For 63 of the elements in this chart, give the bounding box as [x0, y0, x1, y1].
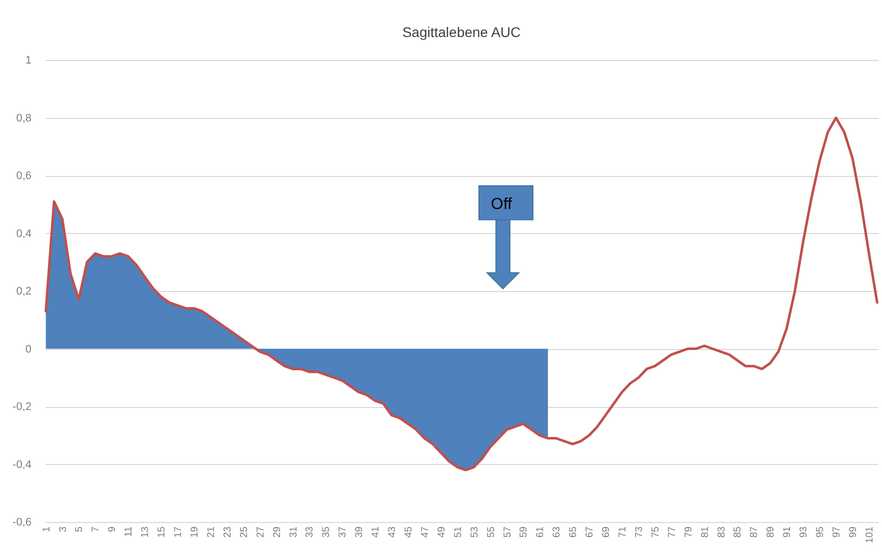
x-tick-label: 71: [618, 526, 629, 538]
x-tick-label: 23: [222, 526, 234, 538]
x-tick-label: 91: [782, 526, 794, 538]
x-tick-label: 43: [387, 526, 398, 538]
x-tick-label: 87: [749, 526, 760, 538]
annotation: Off: [490, 196, 513, 213]
y-tick-label: 0,2: [16, 286, 32, 298]
y-tick-label: 1: [25, 54, 32, 66]
y-tick-label: -0,6: [12, 516, 32, 528]
x-tick-label: 9: [107, 526, 118, 532]
x-tick-label: 59: [518, 526, 530, 538]
x-tick-label: 69: [601, 526, 612, 538]
x-tick-label: 25: [238, 526, 250, 538]
x-tick-label: 45: [403, 526, 414, 538]
x-tick-label: 93: [798, 526, 810, 538]
x-tick-label: 17: [173, 526, 184, 538]
x-tick-label: 31: [288, 526, 300, 538]
y-tick-label: 0,8: [16, 112, 32, 124]
x-tick-label: 95: [815, 526, 826, 538]
x-tick-label: 73: [634, 526, 645, 538]
x-tick-label: 101: [864, 526, 876, 544]
x-tick-label: 75: [650, 526, 662, 538]
x-tick-label: 15: [156, 526, 168, 538]
x-tick-label: 35: [321, 526, 332, 538]
x-tick-label: 53: [469, 526, 480, 538]
x-tick-label: 65: [568, 526, 580, 538]
x-tick-label: 51: [452, 526, 464, 538]
y-tick-label: -0,4: [12, 458, 32, 471]
x-tick-label: 77: [666, 526, 678, 538]
x-tick-label: 61: [535, 526, 546, 538]
x-tick-label: 27: [255, 526, 266, 538]
x-tick-label: 99: [848, 526, 859, 538]
x-tick-label: 85: [732, 526, 744, 538]
line-series: [44, 116, 878, 472]
x-tick-label: 63: [552, 526, 563, 538]
x-tick-label: 29: [272, 526, 283, 538]
x-tick-label: 89: [766, 526, 777, 538]
y-tick-label: 0,4: [16, 228, 32, 240]
x-tick-label: 49: [436, 526, 448, 538]
x-tick-label: 7: [90, 526, 102, 532]
y-tick-label: 0: [25, 343, 32, 356]
x-tick-label: 79: [683, 526, 694, 538]
x-tick-label: 3: [58, 526, 69, 532]
chart-title: Sagittalebene AUC: [402, 24, 521, 40]
x-tick-label: 11: [124, 526, 135, 537]
y-tick-label: -0,2: [12, 401, 32, 413]
x-tick-label: 41: [370, 526, 382, 538]
x-tick-label: 97: [832, 526, 843, 538]
x-tick-label: 83: [716, 526, 728, 538]
x-tick-label: 5: [74, 526, 86, 532]
x-tick-label: 37: [338, 526, 349, 538]
x-tick-label: 57: [502, 526, 514, 538]
x-tick-label: 33: [304, 526, 316, 538]
x-tick-label: 81: [700, 526, 711, 538]
x-tick-label: 21: [206, 526, 217, 538]
x-tick-label: 1: [41, 526, 52, 532]
x-tick-label: 47: [420, 526, 431, 538]
x-tick-label: 13: [140, 526, 152, 538]
x-tick-label: 55: [486, 526, 497, 538]
x-tick-label: 19: [189, 526, 200, 538]
x-tick-label: 67: [584, 526, 596, 538]
y-tick-label: 0,6: [16, 170, 32, 182]
x-tick-label: 39: [354, 526, 366, 538]
